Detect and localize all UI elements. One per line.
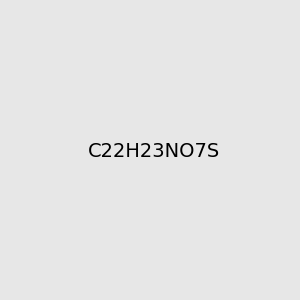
Text: C22H23NO7S: C22H23NO7S [88,142,220,161]
